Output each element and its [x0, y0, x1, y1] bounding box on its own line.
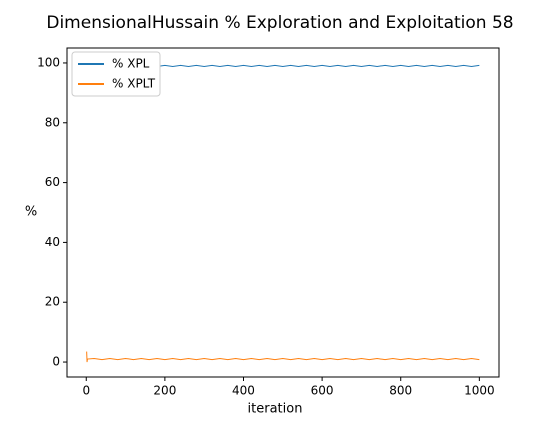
- data-line: [86, 351, 480, 363]
- x-axis-label: iteration: [248, 402, 303, 417]
- x-tick-label: 400: [232, 384, 255, 398]
- plot-frame: [66, 47, 500, 378]
- y-tick-label: 60: [45, 175, 60, 189]
- x-tick-label: 1000: [464, 384, 495, 398]
- y-axis-label: %: [25, 205, 37, 220]
- legend-label: % XPL: [112, 57, 150, 71]
- y-tick-label: 20: [45, 295, 60, 309]
- x-tick-label: 600: [311, 384, 334, 398]
- legend-label: % XPLT: [112, 77, 156, 91]
- x-tick-label: 800: [389, 384, 412, 398]
- y-tick-label: 40: [45, 235, 60, 249]
- y-tick-label: 0: [52, 355, 60, 369]
- y-tick-label: 100: [37, 55, 60, 69]
- y-tick-label: 80: [45, 115, 60, 129]
- x-tick-label: 200: [153, 384, 176, 398]
- chart-title: DimensionalHussain % Exploration and Exp…: [46, 13, 513, 33]
- x-tick-label: 0: [82, 384, 90, 398]
